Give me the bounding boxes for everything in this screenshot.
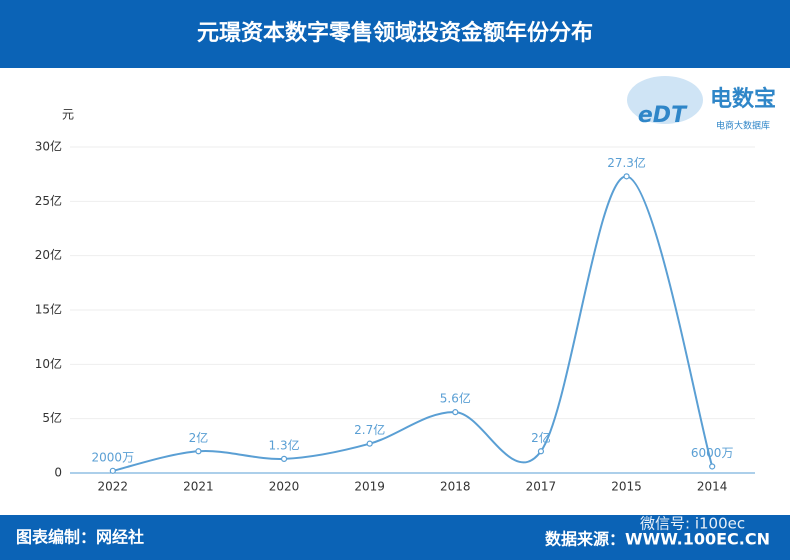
footer-right: 数据来源：WWW.100EC.CN <box>545 530 770 549</box>
x-tick-label: 2019 <box>354 480 385 494</box>
footer-bar <box>0 515 790 560</box>
data-point <box>623 173 630 180</box>
header-title: 元璟资本数字零售领域投资金额年份分布 <box>197 20 593 46</box>
data-label: 2亿 <box>189 430 209 445</box>
logo: eDT 电数宝 电商大数据库 <box>627 76 776 132</box>
data-label: 6000万 <box>691 446 734 460</box>
x-tick-label: 2022 <box>98 480 129 494</box>
data-point <box>109 467 116 474</box>
y-tick-label: 15亿 <box>35 302 62 317</box>
y-tick-label: 5亿 <box>42 410 62 425</box>
x-tick-label: 2020 <box>269 480 300 494</box>
data-point <box>709 463 716 470</box>
logo-mark: eDT <box>638 103 688 128</box>
data-label: 27.3亿 <box>607 155 646 170</box>
y-tick-label: 20亿 <box>35 247 62 262</box>
y-tick-label: 10亿 <box>35 356 62 371</box>
data-label: 2亿 <box>531 430 551 445</box>
x-tick-label: 2021 <box>183 480 214 494</box>
y-axis-label: 元 <box>62 108 74 122</box>
data-point <box>195 448 202 455</box>
y-tick-label: 25亿 <box>35 193 62 208</box>
data-label: 5.6亿 <box>440 391 471 406</box>
data-label: 2000万 <box>92 450 135 464</box>
logo-cloud <box>627 76 703 124</box>
footer-watermark: 微信号: i100ec <box>640 515 745 533</box>
logo-name: 电数宝 <box>710 86 776 112</box>
data-label: 1.3亿 <box>269 437 300 452</box>
x-tick-label: 2014 <box>697 480 728 494</box>
data-point <box>452 409 459 416</box>
data-label: 2.7亿 <box>354 422 385 437</box>
header-bar <box>0 0 790 68</box>
logo-subtitle: 电商大数据库 <box>716 120 770 132</box>
data-point <box>366 440 373 447</box>
y-tick-label: 0 <box>54 466 62 480</box>
x-tick-label: 2017 <box>526 480 557 494</box>
x-tick-label: 2018 <box>440 480 471 494</box>
plot: 0 5亿 10亿 15亿 20亿 25亿 30亿 2022 2021 2020 2019 2018 20… <box>35 139 755 494</box>
data-point <box>280 455 288 462</box>
footer-left: 图表编制：网经社 <box>16 528 144 547</box>
x-tick-label: 2015 <box>611 480 642 494</box>
y-tick-label: 30亿 <box>35 139 62 154</box>
series-line <box>112 175 714 472</box>
data-point <box>537 448 545 455</box>
